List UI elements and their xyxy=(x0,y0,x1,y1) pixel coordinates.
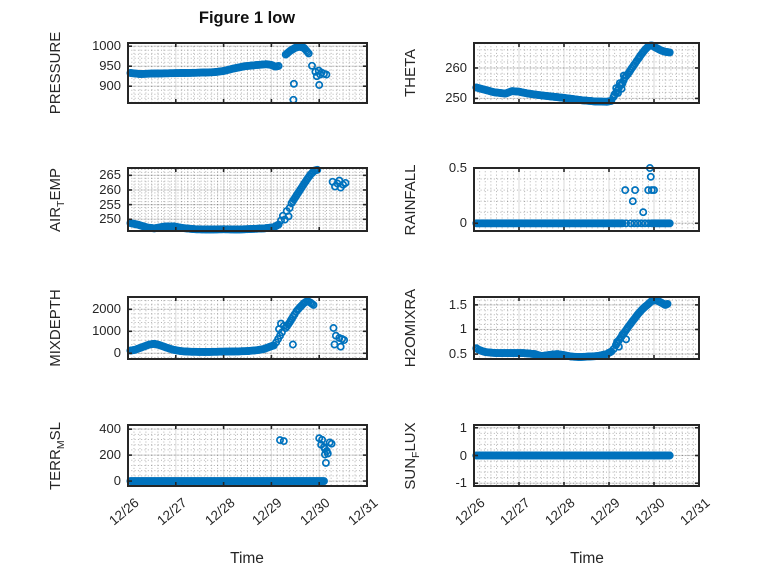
h2omixra-axes-box xyxy=(473,296,700,360)
sun-flux-axes-box xyxy=(473,424,700,487)
sun-flux-ylabel-segment: LUX xyxy=(402,421,419,452)
pressure-ytick-950: 950 xyxy=(99,58,121,74)
xtick-12-28-col1: 12/28 xyxy=(542,495,578,529)
mixdepth-data-markers xyxy=(126,297,349,356)
terr-msl-axes-box xyxy=(127,424,368,487)
air-temp-minor-grid xyxy=(128,168,367,232)
air-temp-data-markers xyxy=(126,165,350,234)
terr-msl-ylabel: TERRMSL xyxy=(47,346,67,566)
rainfall-ytick-0-5: 0.5 xyxy=(448,160,467,175)
xtick-12-30-col1: 12/30 xyxy=(632,495,668,529)
xtick-12-27-col0: 12/27 xyxy=(153,495,190,529)
sun-flux-ytick--1: -1 xyxy=(455,475,467,491)
mixdepth-ytick-1000: 1000 xyxy=(92,323,121,339)
air-temp-plot-area xyxy=(126,165,368,234)
pressure-plot-area xyxy=(126,42,368,104)
sun-flux-plot-area xyxy=(472,424,700,487)
h2omixra-ytick-0-5: 0.5 xyxy=(448,346,467,362)
rainfall-ytick-0: 0 xyxy=(459,215,467,231)
h2omixra-ytick-1-5: 1.5 xyxy=(448,296,467,312)
air-temp-major-grid xyxy=(128,168,367,231)
xtick-12-27-col1: 12/27 xyxy=(497,495,533,529)
sun-flux-data-markers xyxy=(472,451,674,460)
xaxis-label-left: Time xyxy=(230,550,264,567)
air-temp-ytick-250: 250 xyxy=(99,211,121,227)
sun-flux-ylabel: SUNFLUX xyxy=(402,346,422,566)
air-temp-ylabel-segment: T xyxy=(55,200,67,207)
theta-axes-box xyxy=(473,42,700,104)
sun-flux-ylabel-segment: F xyxy=(410,451,422,458)
mixdepth-axes-box xyxy=(127,296,368,360)
air-temp-axes-box xyxy=(127,167,368,232)
theta-data-markers xyxy=(472,41,674,106)
rainfall-axes-box xyxy=(473,167,700,232)
air-temp-ytick-260: 260 xyxy=(99,181,121,197)
pressure-ytick-1000: 1000 xyxy=(92,38,121,54)
terr-msl-plot-area xyxy=(126,424,368,487)
mixdepth-plot-area xyxy=(126,296,368,360)
air-temp-ytick-265: 265 xyxy=(99,167,121,183)
terr-msl-data-markers xyxy=(126,434,336,486)
theta-plot-area xyxy=(472,41,700,106)
xtick-12-31-col1: 12/31 xyxy=(677,495,713,529)
sun-flux-ytick-1: 1 xyxy=(459,419,467,435)
figure-title: Figure 1 low xyxy=(198,9,296,27)
h2omixra-plot-area xyxy=(472,296,700,361)
air-temp-ytick-255: 255 xyxy=(99,196,121,212)
pressure-axes-box xyxy=(127,42,368,104)
pressure-ytick-900: 900 xyxy=(99,78,121,94)
terr-msl-ylabel-segment: M xyxy=(55,439,67,449)
air-temp-ylabel-segment: EMP xyxy=(47,167,64,201)
sun-flux-ylabel-segment: SUN xyxy=(402,457,419,490)
rainfall-plot-area xyxy=(472,164,700,232)
mixdepth-ytick-0: 0 xyxy=(113,345,121,361)
mixdepth-ytick-2000: 2000 xyxy=(92,301,121,317)
theta-ytick-260: 260 xyxy=(445,59,467,75)
terr-msl-ylabel-segment: TERR xyxy=(47,448,64,490)
terr-msl-ytick-200: 200 xyxy=(99,447,121,463)
xtick-12-28-col0: 12/28 xyxy=(201,495,238,529)
xtick-12-26-col0: 12/26 xyxy=(106,495,142,529)
theta-ytick-250: 250 xyxy=(445,90,467,106)
rainfall-data-markers xyxy=(472,164,674,228)
terr-msl-ylabel-segment: SL xyxy=(47,421,64,440)
sun-flux-ytick-0: 0 xyxy=(459,447,467,463)
h2omixra-ytick-1: 1 xyxy=(459,321,467,337)
h2omixra-data-markers xyxy=(472,296,672,361)
terr-msl-ytick-400: 400 xyxy=(99,421,121,437)
pressure-data-markers xyxy=(126,42,331,104)
xaxis-label-right: Time xyxy=(570,550,604,567)
terr-msl-ytick-0: 0 xyxy=(113,473,121,489)
